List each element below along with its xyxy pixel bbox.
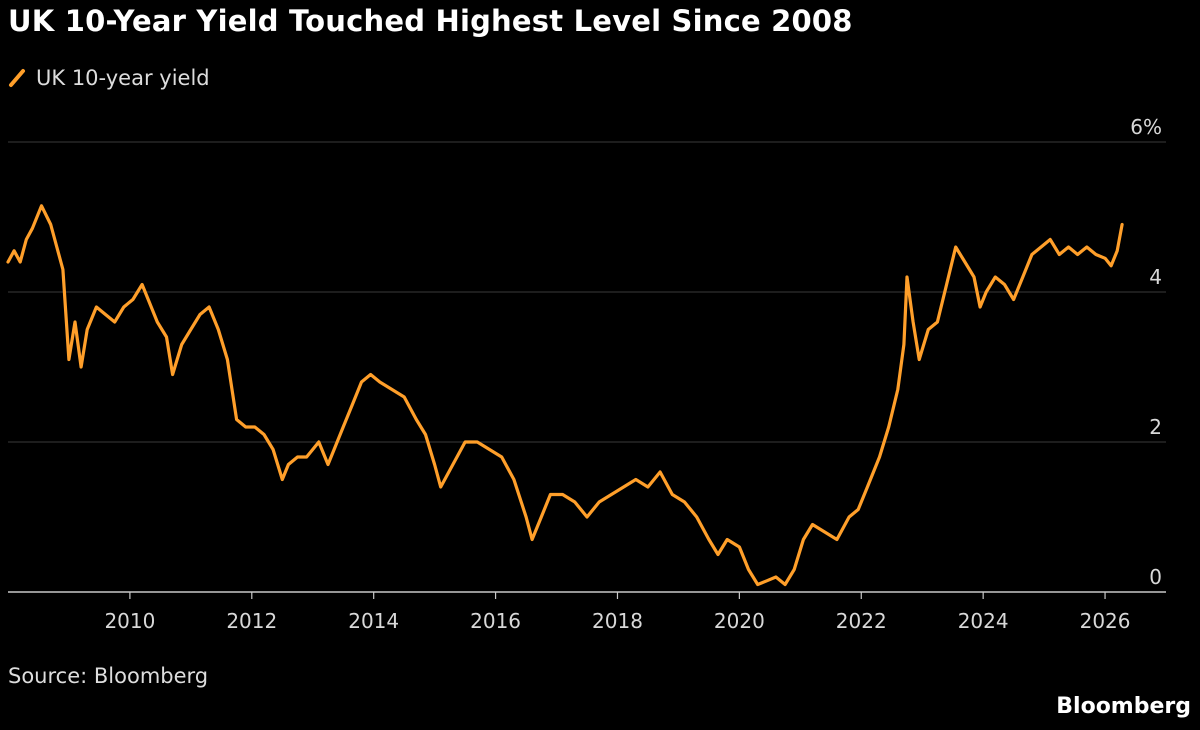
chart-title: UK 10-Year Yield Touched Highest Level S… bbox=[8, 4, 853, 38]
y-tick-label: 6% bbox=[1130, 115, 1162, 139]
series-line bbox=[6, 204, 1124, 587]
legend-label: UK 10-year yield bbox=[36, 66, 210, 90]
bloomberg-logo: Bloomberg bbox=[1056, 694, 1191, 719]
x-tick-label: 2020 bbox=[714, 609, 765, 633]
y-tick-label: 4 bbox=[1149, 265, 1162, 289]
source-note: Source: Bloomberg bbox=[8, 664, 209, 688]
x-tick-label: 2010 bbox=[104, 609, 155, 633]
legend: UK 10-year yield bbox=[8, 63, 210, 93]
legend-swatch-icon bbox=[9, 69, 25, 87]
y-tick-label: 0 bbox=[1149, 565, 1162, 589]
x-tick-label: 2016 bbox=[470, 609, 521, 633]
x-tick-label: 2026 bbox=[1080, 609, 1131, 633]
x-tick-label: 2024 bbox=[958, 609, 1009, 633]
x-tick-label: 2018 bbox=[592, 609, 643, 633]
x-tick-label: 2012 bbox=[226, 609, 277, 633]
x-tick-label: 2022 bbox=[836, 609, 887, 633]
y-tick-label: 2 bbox=[1149, 415, 1162, 439]
x-tick-label: 2014 bbox=[348, 609, 399, 633]
